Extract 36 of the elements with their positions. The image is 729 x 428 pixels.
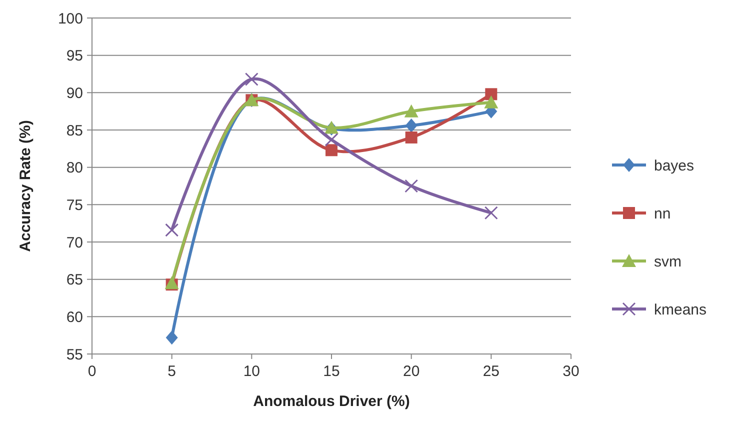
x-tick-label: 10 [243, 363, 260, 380]
x-tick-label: 5 [168, 363, 176, 380]
x-tick-label: 25 [482, 363, 500, 380]
point [485, 88, 498, 100]
point [166, 330, 178, 345]
y-tick-label: 60 [66, 308, 83, 326]
point [404, 104, 418, 118]
x-axis-title: Anomalous Driver (%) [253, 393, 410, 410]
legend-label: bayes [654, 157, 694, 174]
x-tick-label: 15 [323, 363, 340, 380]
point [165, 223, 179, 237]
point [244, 72, 258, 86]
x-tick-label: 0 [88, 363, 96, 380]
point [324, 132, 338, 146]
y-tick-label: 90 [66, 84, 83, 102]
y-tick-label: 75 [66, 196, 83, 214]
y-tick-label: 55 [66, 346, 83, 364]
y-tick-label: 85 [66, 122, 83, 140]
point [326, 144, 338, 156]
point [484, 206, 498, 220]
legend-label: kmeans [654, 301, 707, 318]
y-tick-label: 65 [66, 272, 83, 289]
y-tick-label: 95 [66, 48, 83, 65]
y-tick-label: 70 [66, 234, 83, 252]
legend-label: svm [654, 253, 682, 270]
point [405, 131, 418, 144]
point [484, 95, 498, 108]
y-tick-label: 100 [58, 10, 83, 28]
point [404, 179, 418, 193]
x-tick-label: 30 [562, 363, 580, 380]
y-axis-title: Accuracy Rate (%) [17, 120, 34, 252]
y-tick-label: 80 [66, 160, 83, 177]
point [164, 276, 179, 290]
point [405, 118, 418, 133]
legend-label: nn [654, 205, 671, 222]
x-tick-label: 20 [402, 363, 420, 380]
